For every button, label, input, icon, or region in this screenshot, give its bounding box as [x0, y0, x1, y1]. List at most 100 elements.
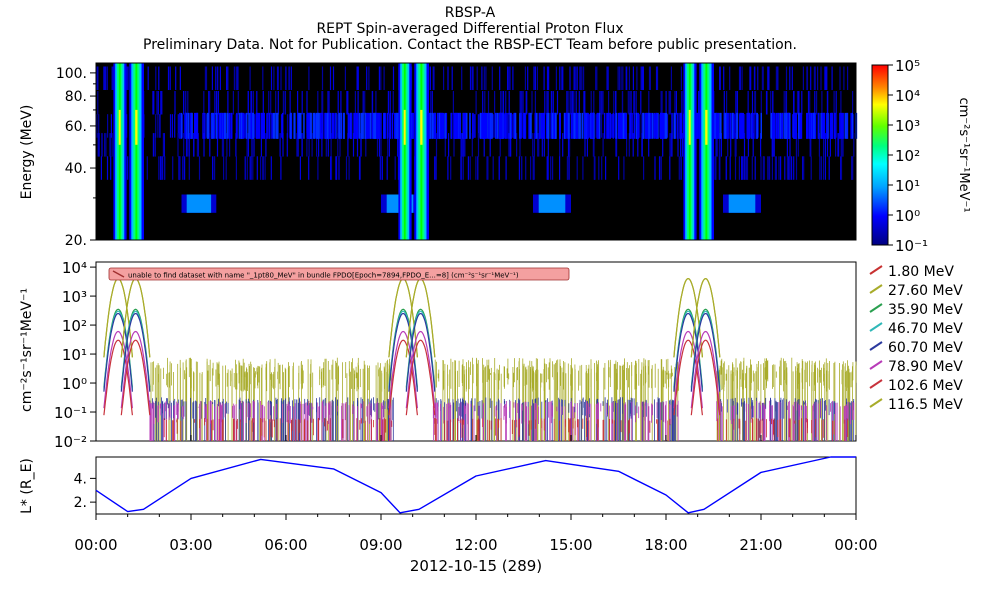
spectrogram-pixel: [566, 156, 568, 180]
spectrogram-pixel: [653, 112, 656, 139]
spectrogram-pixel: [358, 156, 361, 180]
spectrogram-pixel: [387, 91, 389, 115]
lstar-frame: [95, 456, 857, 515]
spectrogram-pixel: [767, 66, 769, 90]
spectrogram-pixel: [348, 114, 350, 138]
spectrogram-pixel: [462, 133, 464, 157]
spectrogram-pixel: [597, 112, 599, 139]
spectrogram-pixel: [559, 156, 561, 180]
spectrogram-pixel: [657, 112, 659, 139]
spectrogram-pixel: [820, 66, 822, 90]
spectrogram-pixel: [779, 112, 781, 139]
spectrogram-pixel: [768, 66, 770, 90]
spectrogram-pixel: [106, 66, 108, 90]
spectrogram-pixel: [297, 91, 299, 115]
spectrogram-pixel: [674, 112, 677, 139]
spectrogram-pixel: [431, 112, 434, 139]
spectrogram-pixel: [438, 112, 441, 139]
spectrogram-pixel: [371, 91, 373, 115]
spectrogram-pixel: [561, 66, 563, 90]
spectrogram-pixel: [662, 133, 664, 157]
spectrogram-pixel: [720, 112, 722, 139]
spectrogram-pixel: [244, 114, 246, 138]
spectrogram-pixel: [254, 114, 256, 138]
spectrogram-pixel: [483, 66, 485, 90]
spectrogram-pixel: [601, 91, 603, 115]
spectrogram-pixel: [469, 156, 471, 180]
spectrogram-pixel: [310, 112, 312, 139]
spectrogram-pixel: [232, 91, 234, 115]
spectrogram-pixel: [466, 112, 468, 139]
spectrogram-pixel: [853, 133, 855, 157]
spectrogram-pixel: [196, 133, 198, 157]
spectrogram-pixel: [467, 156, 469, 180]
flux-series-line: [120, 312, 151, 392]
spectrogram-pixel: [270, 66, 273, 90]
spectrogram-pixel: [793, 91, 795, 115]
belt-pass-stripe: [405, 63, 408, 240]
spectrogram-pixel: [127, 66, 129, 90]
spectrogram-pixel: [355, 112, 357, 139]
spectrogram-pixel: [380, 66, 382, 90]
spectrogram-pixel: [568, 156, 570, 180]
spectrogram-pixel: [666, 114, 669, 138]
spectrogram-pixel: [789, 66, 791, 90]
x-tick-label: 21:00: [739, 536, 782, 554]
spectrogram-pixel: [263, 112, 265, 139]
spectrogram-pixel: [290, 112, 292, 139]
spectrogram-pixel: [524, 66, 526, 90]
spectrogram-pixel: [489, 112, 491, 139]
spectrogram-pixel: [347, 112, 350, 139]
belt-pass-stripe: [409, 63, 412, 240]
spectrogram-pixel: [203, 91, 205, 115]
belt-pass-stripe: [115, 63, 118, 240]
flux-ytick-label: 10⁰: [62, 375, 87, 393]
spectrogram-pixel: [161, 91, 163, 115]
flux-ytick-label: 10⁴: [62, 259, 87, 277]
spectrogram-pixel: [97, 66, 99, 90]
spectrogram-pixel: [167, 66, 170, 90]
spectrogram-pixel: [592, 133, 594, 157]
spectrogram-pixel: [464, 112, 467, 139]
spectrogram-pixel: [803, 156, 805, 180]
spectrogram-pixel: [729, 66, 731, 90]
spectrogram-pixel: [533, 66, 535, 90]
spectrogram-pixel: [280, 66, 282, 90]
spectrogram-pixel: [213, 112, 215, 139]
spectrogram-pixel: [204, 66, 206, 90]
spectrogram-pixel: [327, 112, 329, 139]
spectrogram-pixel: [648, 91, 650, 115]
spectrogram-pixel: [498, 112, 501, 139]
belt-pass-stripe: [705, 63, 708, 240]
spectrogram-pixel: [265, 133, 267, 157]
spectrogram-pixel: [578, 112, 580, 139]
spectrogram-pixel: [570, 112, 573, 139]
spectrogram-pixel: [681, 133, 683, 157]
spectrogram-pixel: [741, 112, 743, 139]
legend-entry: 1.80 MeV: [888, 264, 954, 280]
spectrogram-pixel: [620, 66, 622, 90]
spectrogram-pixel: [635, 112, 638, 139]
spectrogram-pixel: [756, 112, 758, 139]
spectrogram-pixel: [568, 91, 570, 115]
spectrogram-pixel: [362, 91, 364, 115]
spectrogram-pixel: [454, 112, 456, 139]
spectrogram-pixel: [835, 91, 837, 115]
spectrogram-pixel: [471, 133, 473, 157]
spectrogram-pixel: [818, 133, 820, 157]
spectrogram-pixel: [244, 156, 246, 180]
spectrogram-pixel: [428, 112, 431, 139]
spectrogram-pixel: [723, 91, 725, 115]
belt-pass-stripe: [703, 63, 706, 240]
spectrogram-pixel: [179, 66, 181, 90]
spectrogram-pixel: [207, 112, 209, 139]
spectrogram-pixel: [178, 156, 180, 180]
x-tick-label: 00:00: [834, 536, 877, 554]
flux-ytick-label: 10¹: [62, 346, 87, 364]
spectrogram-pixel: [600, 114, 603, 138]
spectrogram-pixel: [775, 66, 777, 90]
spectrogram-pixel: [825, 112, 828, 139]
spectrogram-pixel: [299, 156, 301, 180]
spectrogram-pixel: [394, 156, 396, 180]
spectrogram-pixel: [669, 91, 672, 115]
